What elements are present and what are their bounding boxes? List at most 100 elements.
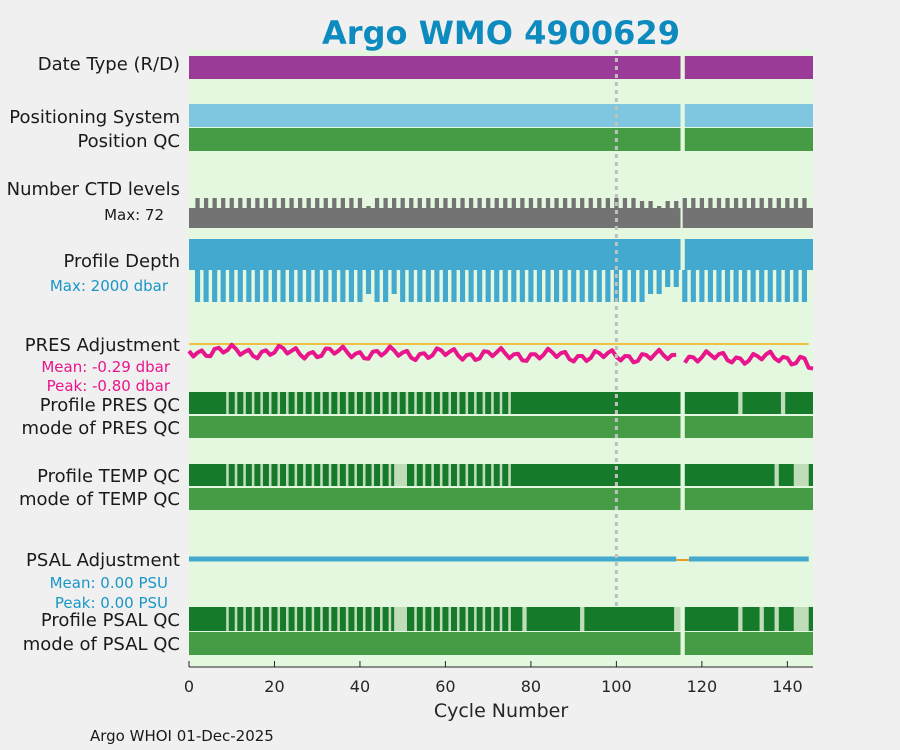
label-position-qc: Position QC — [77, 131, 180, 152]
ctd-bar — [751, 198, 756, 228]
chart-title: Argo WMO 4900629 — [322, 14, 680, 52]
depth-spike — [759, 270, 765, 302]
temp-qc-stripe — [508, 464, 511, 486]
x-tick-label: 80 — [521, 677, 541, 696]
psal-qc-light — [759, 607, 764, 631]
label-psal-adjustment: PSAL Adjustment — [26, 550, 180, 571]
x-tick-label: 0 — [184, 677, 194, 696]
psal-qc-stripe — [243, 607, 246, 631]
temp-mode-bar-seg-1 — [189, 488, 681, 510]
psal-qc-light — [793, 607, 809, 631]
ctd-bar — [708, 198, 713, 228]
depth-spike — [665, 270, 671, 287]
ctd-bar — [584, 208, 589, 228]
pres-qc-stripe — [354, 392, 357, 414]
psal-qc-stripe — [345, 607, 349, 631]
label-positioning: Positioning System — [9, 107, 180, 128]
label-pres-peak: Peak: -0.80 dbar — [47, 377, 171, 395]
psal-qc-stripe — [260, 607, 263, 631]
ctd-bar — [430, 208, 435, 228]
ctd-bar — [763, 208, 769, 228]
ctd-bar — [238, 198, 243, 228]
temp-qc-stripe — [499, 464, 503, 486]
depth-spike — [289, 270, 295, 302]
ctd-bar — [268, 208, 273, 228]
ctd-bar — [545, 198, 551, 228]
label-psal-mode: mode of PSAL QC — [23, 634, 180, 655]
temp-qc-seg-2 — [684, 464, 813, 486]
pres-qc-stripe — [388, 392, 392, 414]
ctd-bar — [413, 208, 418, 228]
ctd-bar — [580, 198, 585, 228]
depth-spike — [220, 270, 226, 302]
label-pres-qc: Profile PRES QC — [40, 395, 180, 416]
psal-qc-stripe — [354, 607, 357, 631]
ctd-bar — [798, 208, 803, 228]
ctd-bar — [221, 198, 226, 228]
pres-mode-bar-seg-1 — [189, 416, 681, 438]
ctd-bar — [349, 198, 354, 228]
ctd-bar — [327, 208, 333, 228]
temp-qc-stripe — [311, 464, 315, 486]
ctd-bar — [699, 198, 705, 228]
temp-qc-stripe — [345, 464, 349, 486]
depth-spike — [340, 270, 346, 302]
pres-qc-stripe — [251, 392, 255, 414]
depth-spike — [605, 270, 611, 302]
x-tick-label: 120 — [687, 677, 718, 696]
pres-qc-light — [738, 392, 743, 414]
date-type-bar-seg-1 — [189, 56, 681, 79]
ctd-bar — [691, 198, 696, 228]
ctd-bar — [597, 198, 602, 228]
ctd-bar — [554, 198, 559, 228]
pres-qc-stripe — [345, 392, 349, 414]
ctd-bar — [263, 198, 269, 228]
x-axis: 0 20 40 60 80 100 120 140 — [184, 661, 813, 696]
depth-spike — [357, 270, 363, 302]
temp-qc-stripe — [380, 464, 383, 486]
ctd-bar — [520, 198, 525, 228]
psal-qc-stripe — [465, 607, 469, 631]
label-pres-mode: mode of PRES QC — [22, 418, 180, 439]
pres-qc-stripe — [439, 392, 443, 414]
ctd-bar — [669, 216, 675, 228]
temp-qc-stripe — [320, 464, 323, 486]
depth-spike — [648, 270, 654, 294]
ctd-bar — [609, 208, 615, 228]
pres-qc-stripe — [491, 392, 494, 414]
depth-spike — [494, 270, 500, 302]
ctd-bar — [456, 208, 461, 228]
pres-qc-stripe — [286, 392, 289, 414]
ctd-bar — [297, 198, 303, 228]
ctd-bar — [319, 208, 324, 228]
psal-qc-light — [738, 607, 743, 631]
depth-spike — [673, 270, 679, 287]
ctd-bar — [340, 198, 345, 228]
ctd-bar — [195, 198, 200, 228]
temp-qc-stripe — [260, 464, 263, 486]
ctd-bar — [716, 198, 722, 228]
ctd-bar — [592, 208, 598, 228]
temp-qc-stripe — [226, 464, 229, 486]
ctd-bar — [567, 208, 572, 228]
ctd-bar — [644, 211, 649, 228]
label-ctd: Number CTD levels — [7, 179, 180, 200]
label-temp-mode: mode of TEMP QC — [19, 489, 180, 510]
pres-qc-stripe — [499, 392, 503, 414]
pres-qc-stripe — [456, 392, 460, 414]
psal-qc-stripe — [311, 607, 315, 631]
ctd-bar — [383, 198, 388, 228]
ctd-bar — [498, 208, 504, 228]
depth-spike — [348, 270, 354, 302]
pres-qc-stripe — [234, 392, 238, 414]
psal-qc-seg-2 — [684, 607, 813, 631]
ctd-bar — [511, 198, 516, 228]
depth-spike — [408, 270, 414, 302]
temp-qc-light — [793, 464, 809, 486]
pres-qc-stripe — [405, 392, 409, 414]
ctd-bar — [310, 208, 316, 228]
ctd-bar — [622, 198, 628, 228]
ctd-bar — [704, 208, 709, 228]
depth-spike — [622, 270, 628, 302]
